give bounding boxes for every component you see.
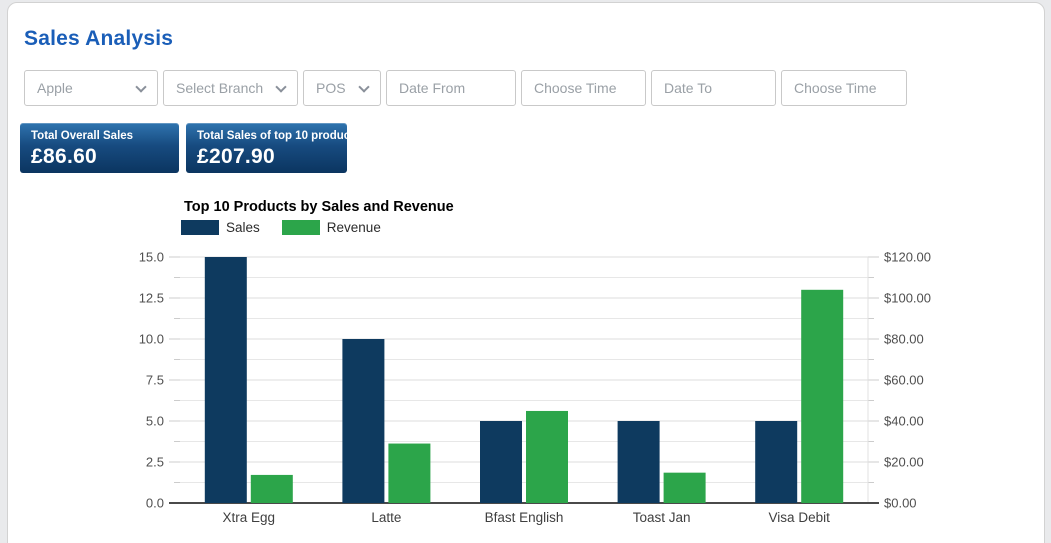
branch-select[interactable]: Select Branch xyxy=(163,70,298,106)
pos-select[interactable]: POS xyxy=(303,70,381,106)
filter-toolbar: Apple Select Branch POS xyxy=(24,70,907,106)
chart-legend: Sales Revenue xyxy=(181,220,381,235)
kpi-label: Total Sales of top 10 products xyxy=(197,130,361,142)
sales-bar-bfast-english[interactable] xyxy=(480,421,522,503)
sales-bar-xtra-egg[interactable] xyxy=(204,257,247,503)
chevron-down-icon xyxy=(275,80,287,93)
kpi-label: Total Overall Sales xyxy=(31,130,134,142)
chevron-down-icon xyxy=(358,80,370,93)
kpi-total-overall-sales: Total Overall Sales £86.60 xyxy=(20,123,179,173)
legend-item-revenue[interactable]: Revenue xyxy=(281,220,381,235)
page-title: Sales Analysis xyxy=(24,27,174,50)
time-from-input[interactable] xyxy=(521,70,646,106)
revenue-bar-toast-jan[interactable] xyxy=(663,472,706,503)
company-select[interactable]: Apple xyxy=(24,70,158,106)
date-to-input[interactable] xyxy=(651,70,776,106)
revenue-bar-visa-debit[interactable] xyxy=(801,289,844,503)
kpi-value: £207.90 xyxy=(197,145,276,168)
legend-label: Sales xyxy=(226,220,260,235)
chevron-down-icon xyxy=(135,80,147,93)
sales-bar-toast-jan[interactable] xyxy=(617,421,660,503)
pos-select-value: POS xyxy=(316,80,346,96)
company-select-value: Apple xyxy=(37,80,73,96)
legend-label: Revenue xyxy=(326,220,381,235)
revenue-swatch-icon xyxy=(281,220,320,235)
sales-bar-latte[interactable] xyxy=(342,339,385,503)
kpi-cards: Total Overall Sales £86.60 Total Sales o… xyxy=(20,123,361,173)
chart-title: Top 10 Products by Sales and Revenue xyxy=(184,199,454,215)
revenue-bar-latte[interactable] xyxy=(388,443,431,503)
kpi-total-top10-sales: Total Sales of top 10 products £207.90 xyxy=(186,123,361,173)
date-from-input[interactable] xyxy=(386,70,516,106)
time-to-input[interactable] xyxy=(781,70,907,106)
kpi-value: £86.60 xyxy=(31,145,98,168)
sales-swatch-icon xyxy=(181,220,219,235)
revenue-bar-xtra-egg[interactable] xyxy=(250,474,293,503)
legend-item-sales[interactable]: Sales xyxy=(181,220,260,235)
sales-bar-visa-debit[interactable] xyxy=(755,421,798,503)
revenue-bar-bfast-english[interactable] xyxy=(526,410,568,503)
branch-select-value: Select Branch xyxy=(176,80,264,96)
